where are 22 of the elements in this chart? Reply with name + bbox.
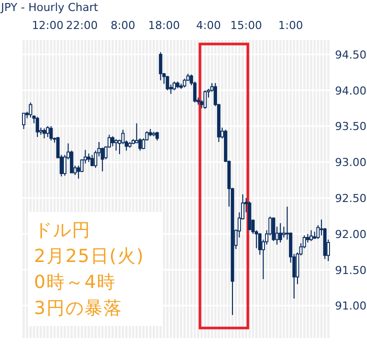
- x-tick-label: 1:00: [278, 19, 303, 32]
- annotation: 3円の暴落: [34, 298, 122, 319]
- x-tick-label: 12:00: [32, 19, 64, 32]
- y-tick-label: 93.50: [335, 120, 366, 134]
- y-tick-label: 91.50: [335, 264, 366, 277]
- chart-title: JPY - Hourly Chart: [0, 1, 99, 14]
- y-tick-label: 92.00: [335, 228, 366, 241]
- candlestick: [278, 222, 282, 243]
- x-tick-label: 15:00: [230, 19, 262, 32]
- y-tick-label: 93.00: [335, 156, 366, 170]
- x-tick-label: 18:00: [148, 19, 180, 32]
- candlestick: [158, 52, 162, 81]
- annotation: 2月25日(火): [34, 246, 144, 267]
- x-tick-label: 8:00: [110, 19, 136, 32]
- y-tick-label: 94.50: [335, 48, 366, 62]
- y-tick-label: 91.00: [335, 300, 366, 313]
- y-tick-label: 94.00: [335, 84, 366, 98]
- x-tick-label: 4:00: [196, 19, 221, 32]
- y-tick-label: 92.50: [335, 192, 366, 205]
- x-tick-label: 22:00: [66, 19, 98, 32]
- annotation: ドル円: [34, 220, 91, 241]
- annotation: 0時～4時: [34, 272, 116, 293]
